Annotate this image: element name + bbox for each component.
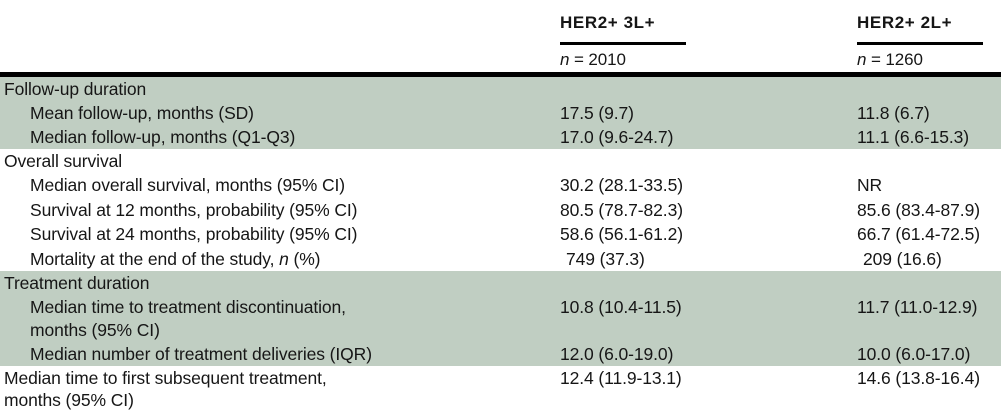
row-label: Treatment duration bbox=[4, 272, 150, 293]
value-cell-2l: 11.7 (11.0-12.9) bbox=[857, 296, 978, 317]
value-cell-2l: 11.8 (6.7) bbox=[857, 103, 930, 123]
row-label: Median time to first subsequent treatmen… bbox=[4, 367, 327, 410]
value-cell-2l: 14.6 (13.8-16.4) bbox=[857, 367, 980, 388]
row-label: Median number of treatment deliveries (I… bbox=[30, 343, 372, 364]
value-cell-3l bbox=[560, 149, 857, 173]
table-row: Mortality at the end of the study, n (%)… bbox=[0, 247, 1001, 271]
value-cell-2l: NR bbox=[857, 175, 883, 196]
value-cell-3l: 30.2 (28.1-33.5) bbox=[560, 175, 683, 196]
table-row: Survival at 24 months, probability (95% … bbox=[0, 222, 1001, 246]
table-row: Median time to treatment discontinuation… bbox=[0, 295, 1001, 342]
header-underline bbox=[857, 42, 983, 45]
value-cell-3l bbox=[560, 271, 857, 296]
table-row-section-followup: Follow-up duration bbox=[0, 77, 1001, 101]
value-cell-2l: 66.7 (61.4-72.5) bbox=[857, 224, 980, 245]
table-row: Median number of treatment deliveries (I… bbox=[0, 341, 1001, 366]
row-label: Median time to treatment discontinuation… bbox=[30, 296, 346, 340]
col-header-her2-3l: HER2+ 3L+ n = 2010 bbox=[560, 13, 857, 72]
label-text: Mortality at the end of the study, bbox=[30, 248, 280, 269]
col-header-her2-2l: HER2+ 2L+ n = 1260 bbox=[857, 13, 1001, 72]
table-header: HER2+ 3L+ n = 2010 HER2+ 2L+ n = 1260 bbox=[0, 0, 1001, 72]
table-row-section-treatment: Treatment duration bbox=[0, 270, 1001, 296]
value-cell-2l: 11.1 (6.6-15.3) bbox=[857, 127, 969, 147]
value-cell-3l: 58.6 (56.1-61.2) bbox=[560, 224, 683, 245]
value-cell-3l: 17.0 (9.6-24.7) bbox=[560, 127, 674, 147]
col-header-title: HER2+ 3L+ bbox=[560, 13, 656, 32]
n-symbol: n bbox=[279, 248, 289, 269]
value-cell-2l: 85.6 (83.4-87.9) bbox=[857, 199, 980, 220]
sample-size: n = 1260 bbox=[857, 50, 1001, 69]
value-cell-2l bbox=[857, 271, 1001, 296]
n-value: = 1260 bbox=[866, 50, 923, 69]
label-text: (%) bbox=[288, 248, 321, 269]
table-top-rule bbox=[0, 72, 1001, 77]
row-label: Overall survival bbox=[4, 151, 123, 171]
value-cell-3l: 10.8 (10.4-11.5) bbox=[560, 296, 682, 317]
row-label: Mean follow-up, months (SD) bbox=[30, 103, 254, 123]
value-cell-3l bbox=[560, 77, 857, 101]
table-row: Median time to first subsequent treatmen… bbox=[0, 366, 1001, 411]
row-label: Survival at 24 months, probability (95% … bbox=[30, 224, 358, 245]
value-cell-2l: 10.0 (6.0-17.0) bbox=[857, 343, 971, 364]
value-cell-3l: 749 (37.3) bbox=[566, 248, 645, 269]
n-symbol: n bbox=[560, 50, 570, 69]
n-value: = 2010 bbox=[569, 50, 626, 69]
header-underline bbox=[560, 42, 686, 45]
row-label: Mortality at the end of the study, n (%) bbox=[0, 247, 560, 271]
value-cell-2l bbox=[857, 149, 1001, 173]
row-label: Follow-up duration bbox=[4, 79, 147, 99]
value-cell-3l: 12.4 (11.9-13.1) bbox=[560, 367, 682, 388]
sample-size: n = 2010 bbox=[560, 50, 857, 69]
table-row: Median overall survival, months (95% CI)… bbox=[0, 173, 1001, 197]
n-symbol: n bbox=[857, 50, 867, 69]
value-cell-3l: 80.5 (78.7-82.3) bbox=[560, 199, 683, 220]
row-label: Median follow-up, months (Q1-Q3) bbox=[30, 127, 296, 147]
row-label: Median overall survival, months (95% CI) bbox=[30, 175, 346, 196]
value-cell-3l: 17.5 (9.7) bbox=[560, 103, 634, 123]
row-label: Survival at 12 months, probability (95% … bbox=[30, 199, 358, 220]
value-cell-3l: 12.0 (6.0-19.0) bbox=[560, 343, 674, 364]
value-cell-2l: 209 (16.6) bbox=[863, 248, 942, 269]
header-spacer bbox=[0, 13, 560, 72]
value-cell-2l bbox=[857, 77, 1001, 101]
table-row-section-survival: Overall survival bbox=[0, 149, 1001, 173]
table-row: Median follow-up, months (Q1-Q3) 17.0 (9… bbox=[0, 125, 1001, 149]
table-row: Survival at 12 months, probability (95% … bbox=[0, 198, 1001, 222]
table-row: Mean follow-up, months (SD) 17.5 (9.7) 1… bbox=[0, 101, 1001, 125]
col-header-title: HER2+ 2L+ bbox=[857, 13, 953, 32]
